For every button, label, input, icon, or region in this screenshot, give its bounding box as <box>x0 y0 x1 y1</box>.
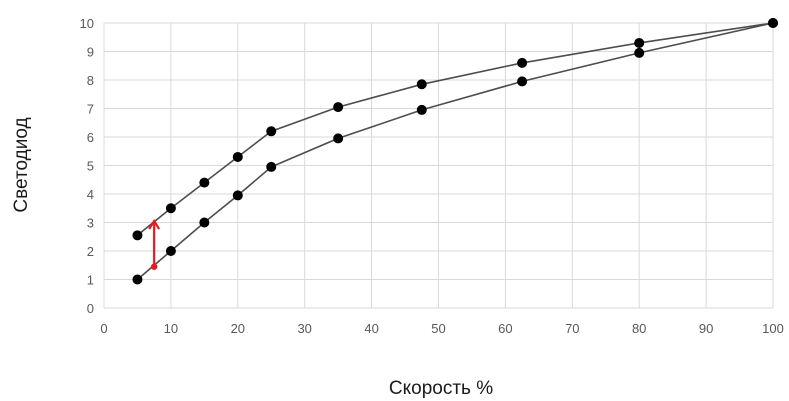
data-point <box>266 126 277 137</box>
data-point <box>634 47 645 58</box>
y-axis-tick-labels: 0 1 2 3 4 5 6 7 8 9 10 <box>80 16 94 316</box>
x-tick-label: 10 <box>164 321 178 336</box>
y-tick-label: 3 <box>87 216 94 231</box>
data-point <box>333 102 344 113</box>
y-tick-label: 4 <box>87 187 94 202</box>
data-point <box>634 37 645 48</box>
series-line-2 <box>136 22 774 281</box>
data-point <box>199 217 210 228</box>
data-point <box>165 203 176 214</box>
x-tick-label: 70 <box>565 321 579 336</box>
x-tick-label: 90 <box>699 321 713 336</box>
y-tick-label: 10 <box>80 16 94 31</box>
x-tick-label: 30 <box>297 321 311 336</box>
data-point <box>768 18 778 28</box>
data-point <box>165 246 176 256</box>
y-tick-label: 7 <box>87 102 94 117</box>
annotations <box>148 218 161 270</box>
data-point <box>132 230 143 241</box>
data-points <box>132 18 778 285</box>
data-point <box>517 57 528 68</box>
data-point <box>416 79 427 90</box>
data-point <box>199 177 210 188</box>
data-point <box>333 133 344 144</box>
arrow-head <box>148 218 161 230</box>
data-point <box>266 161 277 172</box>
x-tick-label: 40 <box>364 321 378 336</box>
y-tick-label: 0 <box>87 301 94 316</box>
y-tick-label: 8 <box>87 73 94 88</box>
y-axis-title: Светодиод <box>11 117 32 212</box>
data-point <box>517 76 528 87</box>
y-tick-label: 1 <box>87 273 94 288</box>
data-point <box>132 274 143 285</box>
x-tick-label: 100 <box>762 321 784 336</box>
arrow-start-dot <box>150 263 158 270</box>
x-tick-label: 20 <box>231 321 245 336</box>
grid <box>103 22 774 309</box>
data-point <box>416 104 427 115</box>
data-point <box>232 151 243 162</box>
x-axis-title: Скорость % <box>389 378 493 399</box>
series-lines <box>136 22 774 281</box>
y-tick-label: 5 <box>87 159 94 174</box>
series-line-1 <box>136 22 774 236</box>
x-axis-tick-labels: 0 10 20 30 40 50 60 70 80 90 100 <box>100 321 783 336</box>
y-tick-label: 9 <box>87 45 94 60</box>
x-tick-label: 60 <box>498 321 512 336</box>
x-tick-label: 80 <box>632 321 646 336</box>
x-tick-label: 50 <box>431 321 445 336</box>
y-tick-label: 2 <box>87 244 94 259</box>
x-tick-label: 0 <box>100 321 107 336</box>
y-tick-label: 6 <box>87 130 94 145</box>
data-point <box>232 190 243 201</box>
